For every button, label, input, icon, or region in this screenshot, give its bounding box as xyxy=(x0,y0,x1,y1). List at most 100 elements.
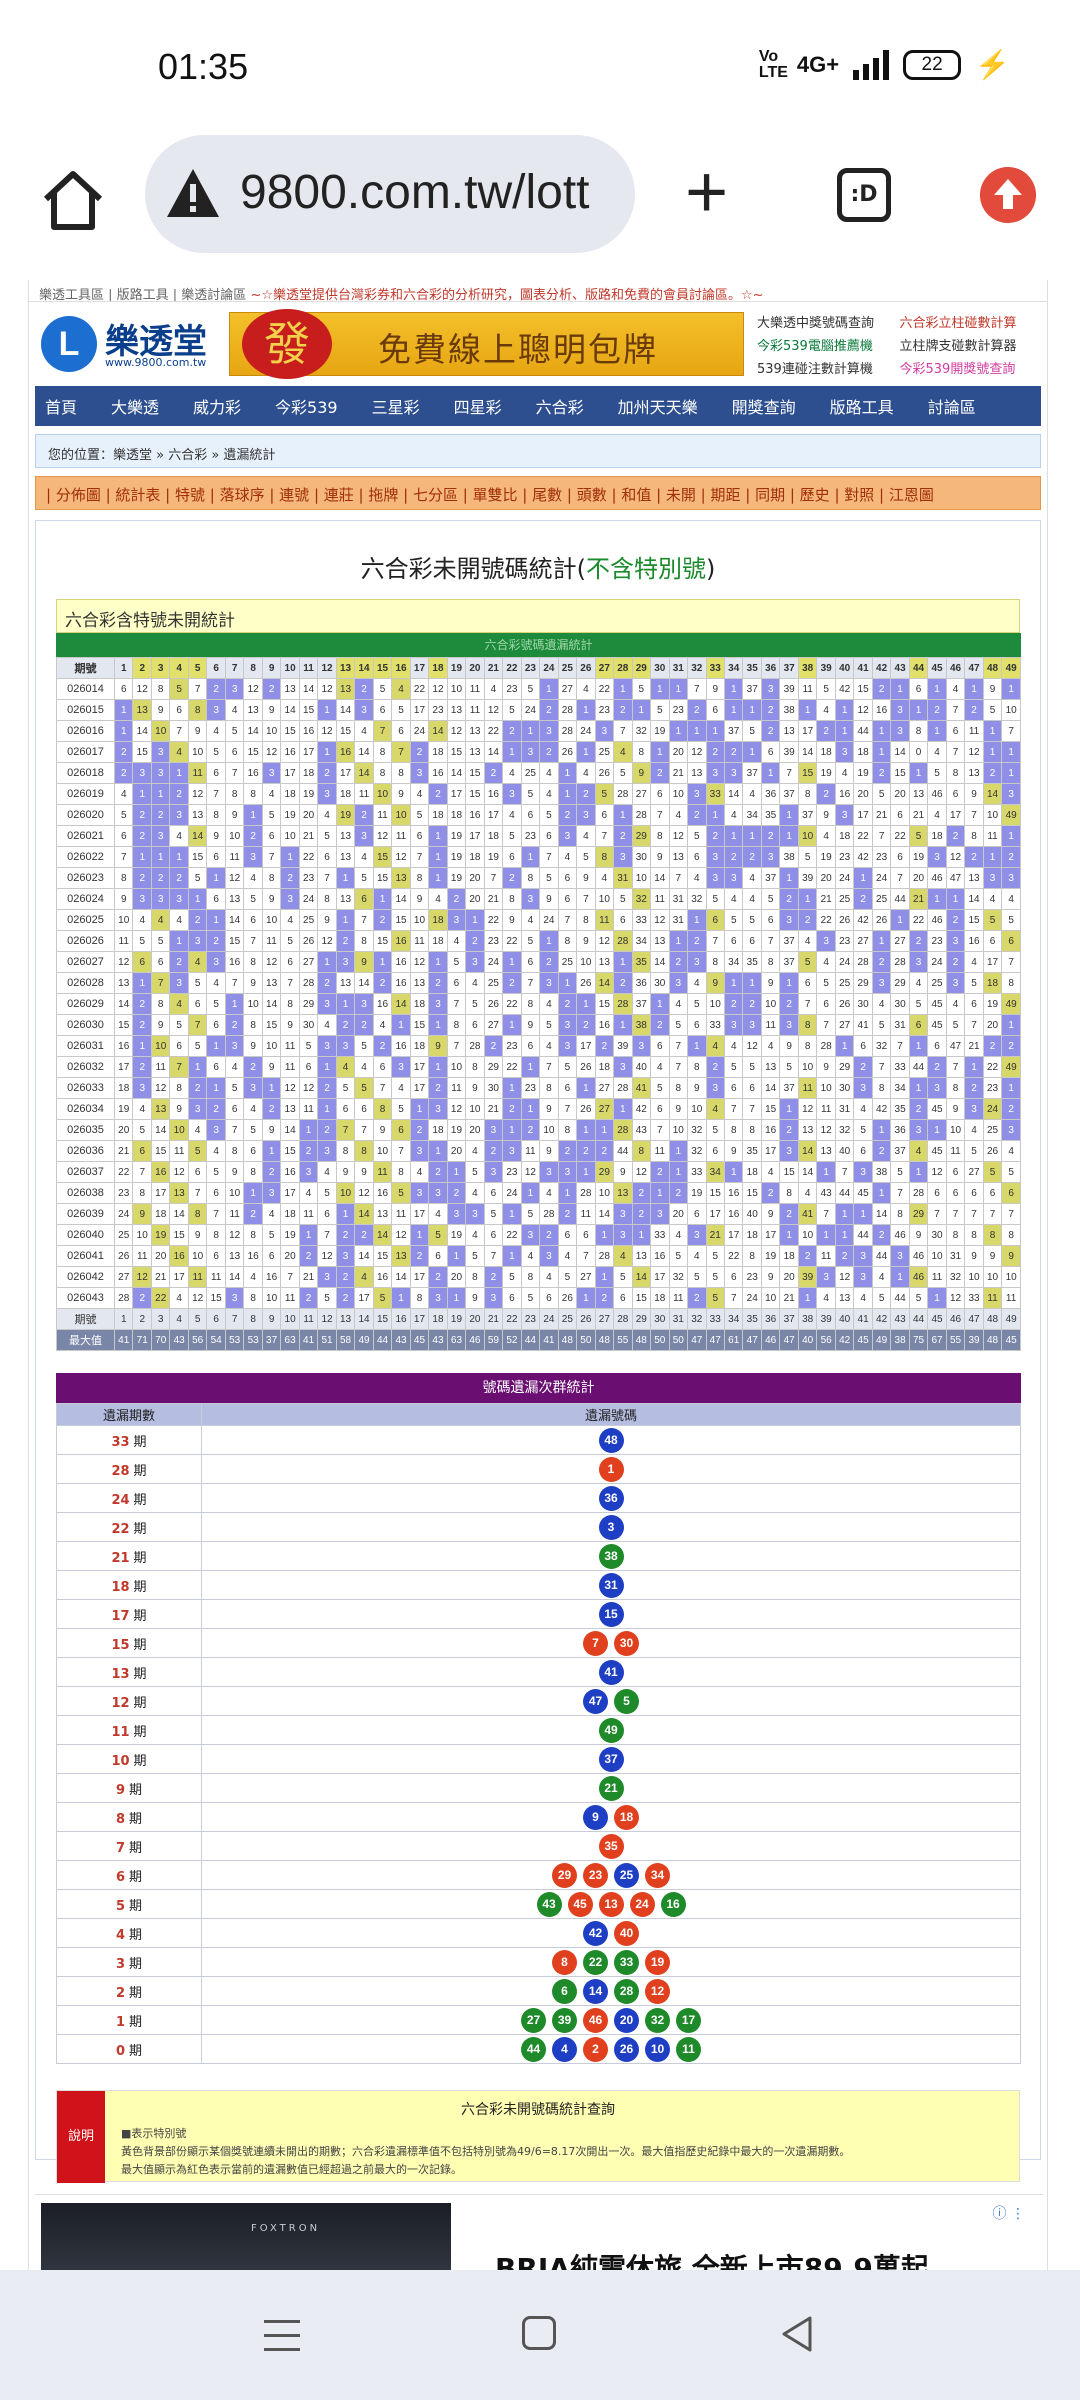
grid-cell: 37 xyxy=(779,930,799,952)
quick-link[interactable]: 今彩539開獎號查詢 xyxy=(899,362,1016,377)
grid-number-header: 33 xyxy=(705,657,725,679)
grid-cell: 7 xyxy=(890,867,910,889)
address-bar[interactable]: 9800.com.tw/lott xyxy=(145,135,635,253)
grid-cell: 16 xyxy=(113,1035,134,1057)
grid-cell: 4 xyxy=(871,993,892,1015)
grid-cell: 2 xyxy=(576,783,596,805)
update-icon[interactable] xyxy=(980,167,1036,223)
grid-number-footer: 19 xyxy=(446,1308,467,1330)
grid-cell: 6 xyxy=(113,825,134,847)
grid-number-footer: 13 xyxy=(335,1308,356,1330)
grid-cell: 1 xyxy=(742,825,762,847)
warning-icon[interactable] xyxy=(165,167,221,219)
nav-item-california[interactable]: 加州天天樂 xyxy=(617,398,698,417)
nav-item-home[interactable]: 首頁 xyxy=(45,398,78,417)
ad-image[interactable]: FOXTRON xyxy=(41,2203,451,2270)
nav-item-power[interactable]: 威力彩 xyxy=(193,398,242,417)
grid-cell: 41 xyxy=(631,1077,652,1099)
grid-cell: 5 xyxy=(742,909,762,931)
grid-cell: 3 xyxy=(705,762,725,784)
grid-cell: 2 xyxy=(816,783,836,805)
nav-item-marksix[interactable]: 六合彩 xyxy=(535,398,584,417)
site-logo[interactable]: L 樂透堂 www.9800.com.tw xyxy=(41,308,216,374)
recents-icon[interactable] xyxy=(264,2320,300,2352)
ad-block[interactable]: FOXTRON BRIA純電休旅 全新上市89.9萬起 ⓘ ⋮ xyxy=(35,2194,1043,2270)
grid-cell: 21 xyxy=(113,1140,134,1162)
grid-cell: 3 xyxy=(834,741,855,763)
nav-item-lotto[interactable]: 大樂透 xyxy=(111,398,160,417)
grid-cell: 3 xyxy=(834,804,855,826)
grid-cell: 8 xyxy=(964,1224,984,1246)
grid-cell: 2 xyxy=(631,1182,652,1204)
grid-cell: 1 xyxy=(964,1056,984,1078)
home-nav-icon[interactable] xyxy=(522,2316,556,2350)
grid-cell: 4 xyxy=(668,993,689,1015)
ad-info-icon[interactable]: ⓘ ⋮ xyxy=(992,2206,1025,2222)
nav-item-results[interactable]: 開獎查詢 xyxy=(731,398,796,417)
grid-cell: 2 xyxy=(409,1245,430,1267)
grid-cell: 9 xyxy=(261,888,282,910)
new-tab-button[interactable]: + xyxy=(685,150,729,233)
grid-cell: 16 xyxy=(372,1266,393,1288)
grid-cell: 4 xyxy=(169,993,189,1015)
max-cell: 52 xyxy=(502,1329,522,1351)
nav-item-tools[interactable]: 版路工具 xyxy=(829,398,894,417)
grid-cell: 2 xyxy=(335,1224,356,1246)
grid-row-label: 期號 xyxy=(56,1308,115,1330)
grid-cell: 3 xyxy=(502,783,522,805)
nav-item-forum[interactable]: 討論區 xyxy=(927,398,976,417)
back-icon[interactable] xyxy=(778,2314,818,2354)
main-nav: 首頁 大樂透 威力彩 今彩539 三星彩 四星彩 六合彩 加州天天樂 開獎查詢 … xyxy=(35,386,1041,426)
grid-cell: 3 xyxy=(890,699,910,721)
grid-number-footer: 28 xyxy=(613,1308,633,1330)
sub-nav[interactable]: | 分佈圖 | 統計表 | 特號 | 落球序 | 連號 | 連莊 | 拖牌 | … xyxy=(35,476,1041,510)
url-text[interactable]: 9800.com.tw/lott xyxy=(240,166,590,219)
status-icons: Vo LTE 4G+ 22 ⚡ xyxy=(759,48,1010,81)
grid-cell: 6 xyxy=(1001,1182,1021,1204)
miss-numbers: 15 xyxy=(201,1599,1021,1629)
distribution-table: 遺漏期數 遺漏號碼 33 期 48 28 期 1 24 期 36 22 期 3 21 期 38 18 期 31 17… xyxy=(56,1403,1021,2064)
grid-cell: 14 xyxy=(391,888,411,910)
grid-cell: 44 xyxy=(890,888,910,910)
quick-link[interactable]: 539連碰注數計算機 xyxy=(757,362,873,377)
ad-headline[interactable]: BRIA純電休旅 全新上市89.9萬起 xyxy=(495,2252,929,2270)
nav-item-3star[interactable]: 三星彩 xyxy=(371,398,420,417)
grid-cell: 11 xyxy=(797,1077,818,1099)
quick-link[interactable]: 大樂透中獎號碼查詢 xyxy=(757,316,875,331)
grid-cell: 7 xyxy=(723,1098,744,1120)
home-icon[interactable] xyxy=(38,165,108,235)
grid-cell: 4 xyxy=(391,1077,411,1099)
grid-cell: 11 xyxy=(927,1266,947,1288)
topline-links[interactable]: 樂透工具區 | 版路工具 | 樂透討論區 xyxy=(39,288,247,302)
grid-cell: 13 xyxy=(816,1140,836,1162)
max-cell: 48 xyxy=(631,1329,652,1351)
period-cell: 026017 xyxy=(56,741,115,763)
grid-cell: 3 xyxy=(613,1224,633,1246)
miss-period-value: 15 xyxy=(111,1637,130,1653)
grid-cell: 22 xyxy=(150,1287,171,1309)
grid-cell: 21 xyxy=(705,1224,725,1246)
table-row: 1 期 27 39 46 20 32 17 xyxy=(56,2005,1021,2035)
grid-cell: 6 xyxy=(613,909,633,931)
grid-cell: 25 xyxy=(113,1224,134,1246)
grid-cell: 14 xyxy=(797,741,818,763)
nav-item-539[interactable]: 今彩539 xyxy=(275,398,338,417)
nav-item-4star[interactable]: 四星彩 xyxy=(453,398,502,417)
quick-link[interactable]: 今彩539電腦推薦機 xyxy=(757,339,873,354)
grid-cell: 10 xyxy=(465,1098,485,1120)
banner-ad[interactable]: 發 免費線上聰明包牌 xyxy=(229,309,744,379)
table-row: 026030 15 2 9 5 7 6 2 8 15 9 30 4 2 2 4 1 15 1 8 6 27 1 9 5 3 2 16 1… xyxy=(56,1014,1021,1036)
tabs-button[interactable]: :D xyxy=(837,168,891,222)
grid-cell: 21 xyxy=(298,825,319,847)
grid-cell: 35 xyxy=(631,951,652,973)
grid-cell: 39 xyxy=(797,867,818,889)
quick-link[interactable]: 六合彩立柱碰數計算 xyxy=(899,316,1017,331)
lotto-ball: 29 xyxy=(552,1862,577,1888)
grid-cell: 5 xyxy=(520,1287,541,1309)
grid-cell: 19 xyxy=(650,720,670,742)
grid-cell: 6 xyxy=(206,1245,226,1267)
grid-cell: 26 xyxy=(576,1098,596,1120)
quick-link[interactable]: 立柱牌支碰數計算器 xyxy=(899,339,1017,354)
